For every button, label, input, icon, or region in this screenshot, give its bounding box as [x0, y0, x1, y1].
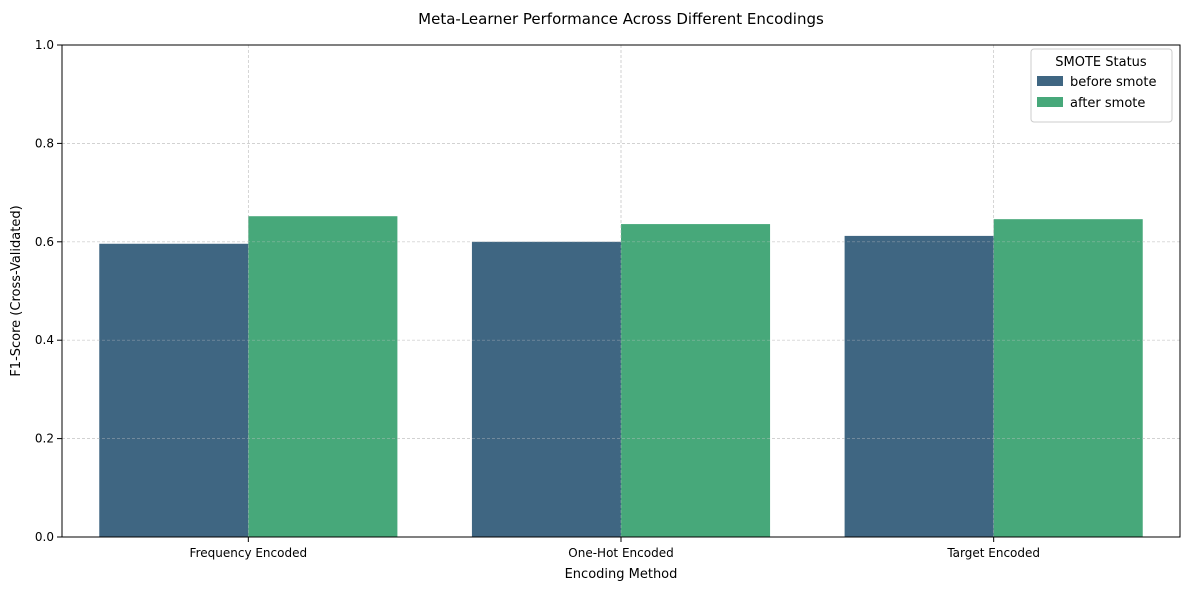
bar-after-smote-1 [621, 224, 771, 537]
x-axis-label: Encoding Method [565, 567, 678, 582]
legend-frame [1030, 48, 1173, 123]
y-tick-label: 0.2 [35, 432, 54, 446]
y-tick-label: 0.4 [35, 333, 54, 347]
bar-before-smote-2 [844, 235, 994, 537]
axes: 0.0 0.2 0.4 0.6 0.8 1.0 Frequency Encoded One-H… [35, 38, 1181, 560]
legend: SMOTE Status before smote after smote [1030, 48, 1173, 123]
bar-after-smote-0 [248, 216, 398, 537]
chart-title: Meta-Learner Performance Across Differen… [418, 10, 824, 28]
y-tick-label: 0.8 [35, 136, 54, 150]
y-tick-label: 0.6 [35, 235, 54, 249]
legend-label: after smote [1070, 96, 1145, 111]
legend-label: before smote [1070, 75, 1156, 90]
x-tick-label: Frequency Encoded [190, 546, 308, 560]
x-tick-label: Target Encoded [946, 546, 1040, 560]
y-tick-label: 1.0 [35, 38, 54, 52]
legend-swatch [1037, 97, 1063, 107]
bars [99, 216, 1143, 538]
bar-before-smote-1 [471, 241, 621, 538]
legend-swatch [1037, 76, 1063, 86]
legend-title: SMOTE Status [1055, 55, 1147, 70]
x-tick-label: One-Hot Encoded [568, 546, 673, 560]
y-axis-label: F1-Score (Cross-Validated) [9, 205, 24, 376]
y-tick-label: 0.0 [35, 530, 54, 544]
bar-before-smote-0 [99, 243, 249, 537]
plot-frame [61, 44, 1181, 538]
bar-after-smote-2 [993, 219, 1143, 537]
